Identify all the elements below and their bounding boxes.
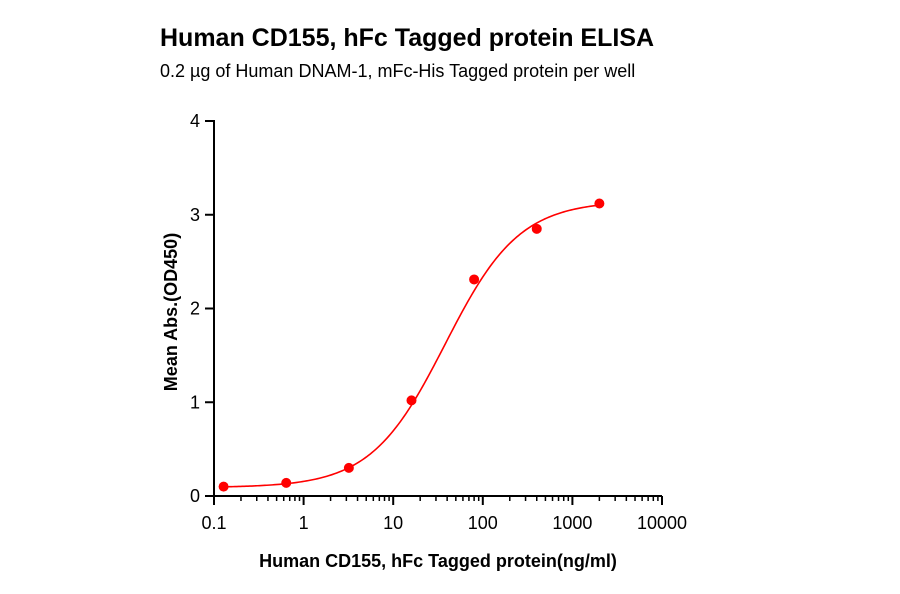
axes: 0 1 2 3 4 0.1 1 10 100 1000 10000 xyxy=(190,111,687,533)
x-tick-label: 10000 xyxy=(637,513,687,533)
data-point xyxy=(218,481,229,492)
data-point xyxy=(281,477,292,488)
y-axis-title: Mean Abs.(OD450) xyxy=(161,233,181,391)
chart-title: Human CD155, hFc Tagged protein ELISA xyxy=(160,24,655,52)
y-tick-label: 1 xyxy=(190,392,200,412)
y-tick-label: 3 xyxy=(190,205,200,225)
x-axis-title: Human CD155, hFc Tagged protein(ng/ml) xyxy=(259,551,617,571)
chart-subtitle: 0.2 µg of Human DNAM-1, mFc-His Tagged p… xyxy=(160,61,636,81)
data-points xyxy=(218,198,605,492)
data-point xyxy=(343,462,354,473)
x-tick-label: 10 xyxy=(383,513,403,533)
x-tick-label: 0.1 xyxy=(201,513,226,533)
data-point xyxy=(406,395,417,406)
y-tick-label: 2 xyxy=(190,299,200,319)
data-point xyxy=(469,274,480,285)
data-point xyxy=(531,223,542,234)
x-tick-label: 1000 xyxy=(552,513,592,533)
data-point xyxy=(594,198,605,209)
y-tick-label: 0 xyxy=(190,486,200,506)
x-tick-label: 100 xyxy=(468,513,498,533)
y-tick-label: 4 xyxy=(190,111,200,131)
x-tick-label: 1 xyxy=(299,513,309,533)
fit-curve xyxy=(223,204,600,488)
